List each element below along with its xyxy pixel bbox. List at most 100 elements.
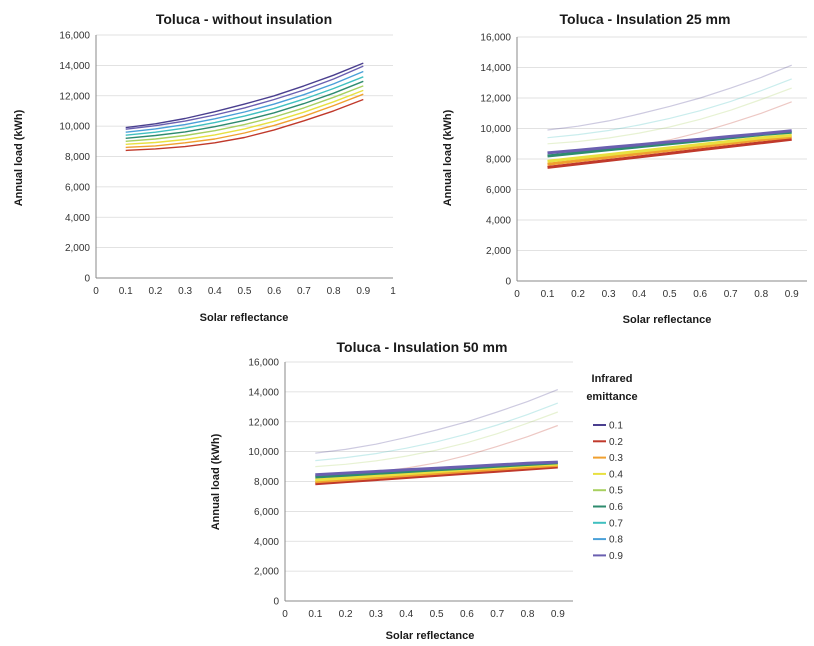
series-line-0-3 <box>125 93 364 149</box>
x-tick-label: 0.8 <box>521 609 535 620</box>
x-tick-label: 0 <box>93 286 99 297</box>
x-tick-label: 0.3 <box>369 609 383 620</box>
y-tick-label: 10,000 <box>248 447 279 458</box>
legend-label: 0.2 <box>609 437 623 448</box>
legend: Infrared emittance 0.1 0.2 0.3 0.4 0.5 0.6 0.7… <box>586 373 637 562</box>
y-tick-label: 4,000 <box>254 537 279 548</box>
x-tick-label: 0.2 <box>148 286 162 297</box>
y-tick-label: 16,000 <box>248 358 279 369</box>
legend-label: 0.6 <box>609 502 623 513</box>
series-line-0-4 <box>547 133 792 163</box>
series-line-0-9 <box>547 129 792 155</box>
y-tick-label: 0 <box>273 597 279 608</box>
series-line-0-5 <box>547 87 792 145</box>
x-tick-label: 0.6 <box>460 609 474 620</box>
chart-without-insulation: Toluca - without insulation Solar reflec… <box>13 11 396 324</box>
series-line-0-2 <box>315 465 558 486</box>
series-line-0-3 <box>315 463 558 484</box>
y-tick-label: 2,000 <box>65 243 90 254</box>
series-line-0-5 <box>315 411 559 468</box>
y-tick-label: 14,000 <box>59 61 90 72</box>
y-tick-label: 4,000 <box>486 216 511 227</box>
y-tick-label: 16,000 <box>59 31 90 42</box>
series-line-0-7 <box>547 78 792 139</box>
y-tick-label: 6,000 <box>65 182 90 193</box>
y-tick-label: 16,000 <box>480 33 511 44</box>
x-tick-label: 0.4 <box>632 289 646 300</box>
x-tick-label: 0 <box>282 609 288 620</box>
x-tick-label: 0.9 <box>785 289 799 300</box>
series-line-0-7 <box>315 402 559 462</box>
x-tick-label: 0.4 <box>399 609 413 620</box>
series-line-0-2 <box>547 137 792 169</box>
y-tick-label: 2,000 <box>486 246 511 257</box>
y-tick-label: 12,000 <box>59 91 90 102</box>
series-line-0-6 <box>125 80 364 139</box>
y-tick-label: 14,000 <box>480 63 511 74</box>
y-tick-label: 12,000 <box>480 94 511 105</box>
series-line-0-7 <box>125 76 364 136</box>
x-tick-label: 0.8 <box>327 286 341 297</box>
y-tick-label: 10,000 <box>480 124 511 135</box>
series-line-0-4 <box>125 89 364 145</box>
x-tick-label: 0.2 <box>339 609 353 620</box>
x-tick-label: 0 <box>514 289 520 300</box>
series-line-0-9 <box>315 460 558 477</box>
x-axis-title: Solar reflectance <box>200 312 289 324</box>
x-tick-label: 0.9 <box>551 609 565 620</box>
y-tick-label: 6,000 <box>486 185 511 196</box>
legend-label: 0.4 <box>609 469 623 480</box>
legend-label: 0.8 <box>609 535 623 546</box>
series-line-0-3 <box>547 135 792 166</box>
y-tick-label: 8,000 <box>65 152 90 163</box>
x-tick-label: 0.1 <box>308 609 322 620</box>
chart-insulation-25mm: Toluca - Insulation 25 mm Solar reflecta… <box>442 11 807 326</box>
x-tick-label: 0.7 <box>297 286 311 297</box>
x-tick-label: 0.1 <box>119 286 133 297</box>
x-tick-label: 0.8 <box>754 289 768 300</box>
x-tick-label: 0.7 <box>724 289 738 300</box>
series-line-0-5 <box>125 85 364 142</box>
series-line-0-9 <box>125 65 364 130</box>
legend-title-line2: emittance <box>586 391 637 403</box>
y-tick-label: 0 <box>84 274 90 285</box>
y-tick-label: 6,000 <box>254 507 279 518</box>
y-tick-label: 4,000 <box>65 213 90 224</box>
y-tick-label: 14,000 <box>248 387 279 398</box>
series-line-0-1 <box>315 389 559 454</box>
x-tick-label: 0.3 <box>178 286 192 297</box>
series-line-0-1 <box>125 62 364 129</box>
y-tick-label: 8,000 <box>254 477 279 488</box>
x-axis-title: Solar reflectance <box>386 630 475 642</box>
x-tick-label: 0.4 <box>208 286 222 297</box>
legend-label: 0.1 <box>609 421 623 432</box>
legend-label: 0.3 <box>609 453 623 464</box>
x-tick-label: 0.1 <box>541 289 555 300</box>
y-tick-label: 8,000 <box>486 155 511 166</box>
legend-title-line1: Infrared <box>592 373 633 385</box>
x-tick-label: 1 <box>390 286 396 297</box>
legend-label: 0.5 <box>609 486 623 497</box>
x-tick-label: 0.6 <box>693 289 707 300</box>
y-tick-label: 0 <box>505 277 511 288</box>
series-line-0-8 <box>125 70 364 133</box>
y-tick-label: 12,000 <box>248 417 279 428</box>
x-tick-label: 0.3 <box>602 289 616 300</box>
chart-insulation-50mm: Toluca - Insulation 50 mm Solar reflecta… <box>210 339 573 642</box>
series-line-0-1 <box>547 64 792 131</box>
x-axis-title: Solar reflectance <box>623 314 712 326</box>
y-axis-title: Annual load (kWh) <box>210 433 222 530</box>
chart-title: Toluca - Insulation 50 mm <box>337 339 508 355</box>
x-tick-label: 0.5 <box>238 286 252 297</box>
x-tick-label: 0.9 <box>356 286 370 297</box>
y-tick-label: 10,000 <box>59 122 90 133</box>
legend-label: 0.7 <box>609 518 623 529</box>
x-tick-label: 0.5 <box>663 289 677 300</box>
chart-title: Toluca - without insulation <box>156 11 332 27</box>
y-axis-title: Annual load (kWh) <box>13 109 25 206</box>
legend-label: 0.9 <box>609 551 623 562</box>
x-tick-label: 0.2 <box>571 289 585 300</box>
x-tick-label: 0.7 <box>490 609 504 620</box>
x-tick-label: 0.6 <box>267 286 281 297</box>
